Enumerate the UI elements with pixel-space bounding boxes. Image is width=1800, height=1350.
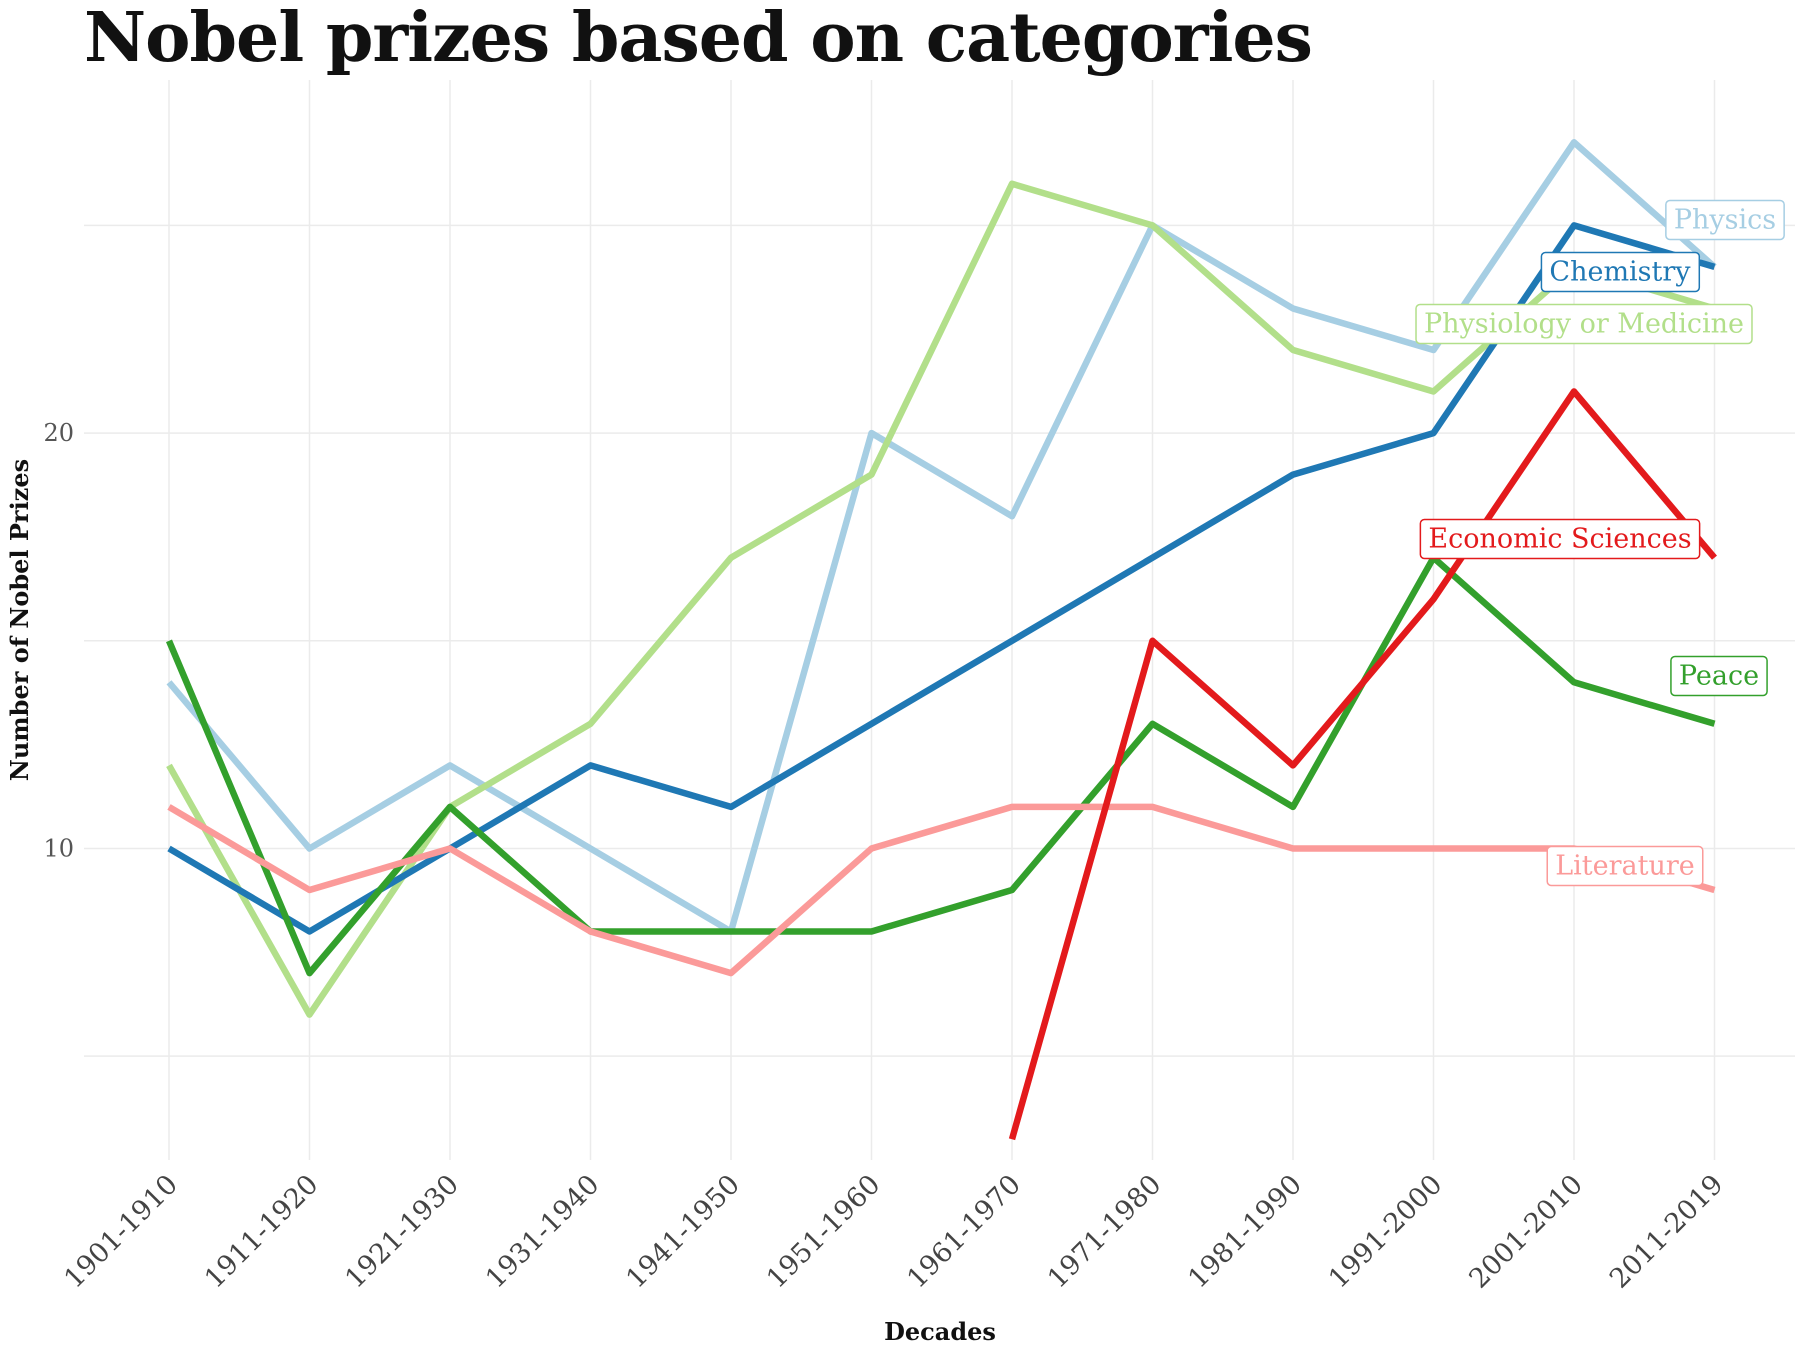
label-text: Economic Sciences [1428,524,1691,555]
y-axis-title: Number of Nobel Prizes [5,459,34,781]
x-axis-title: Decades [884,1317,996,1346]
label-box [1546,845,1704,887]
x-tick-label: 1951-1960 [761,1169,887,1295]
y-tick-label: 20 [43,419,74,447]
label-text: Chemistry [1549,257,1691,288]
series-line-physiology-or-medicine [166,180,1716,1018]
x-tick-label: 1971-1980 [1042,1169,1168,1295]
series-label-literature: Literature [1546,845,1704,887]
x-tick-label: 1921-1930 [339,1169,465,1295]
label-text: Physiology or Medicine [1424,309,1744,340]
x-tick-label: 2001-2010 [1463,1169,1589,1295]
series-label-physiology-or-medicine: Physiology or Medicine [1415,303,1753,345]
series-labels: Physics Physiology or Medicine Chemistry Pe… [1415,199,1785,887]
series-line-literature [167,803,1716,977]
label-box [1419,518,1701,560]
label-text: Literature [1555,851,1695,882]
label-text: Physics [1674,205,1776,236]
series-line-economic-sciences [1008,388,1717,1141]
chart-title: Nobel prizes based on categories [84,0,1313,78]
x-tick-label: 1991-2000 [1323,1169,1449,1295]
x-tick-label: 1911-1920 [199,1169,325,1295]
series-line-chemistry [167,222,1716,935]
x-tick-label: 1981-1990 [1182,1169,1308,1295]
y-tick-label: 10 [43,834,74,862]
label-box [1665,199,1785,241]
x-tick-label: 1931-1940 [480,1169,606,1295]
label-box [1415,303,1753,345]
x-tick-label: 1901-1910 [58,1169,184,1295]
series-label-physics: Physics [1665,199,1785,241]
label-text: Peace [1679,661,1759,692]
x-tick-label: 1961-1970 [901,1169,1027,1295]
series-line-peace [166,554,1716,977]
label-box [1540,251,1701,293]
series-label-peace: Peace [1670,655,1768,697]
label-box [1670,655,1768,697]
series-label-chemistry: Chemistry [1540,251,1701,293]
series-label-economic-sciences: Economic Sciences [1419,518,1701,560]
x-tick-label: 2011-2019 [1604,1169,1730,1295]
grid [84,80,1795,1160]
x-tick-label: 1941-1950 [620,1169,746,1295]
series-lines [166,139,1717,1141]
